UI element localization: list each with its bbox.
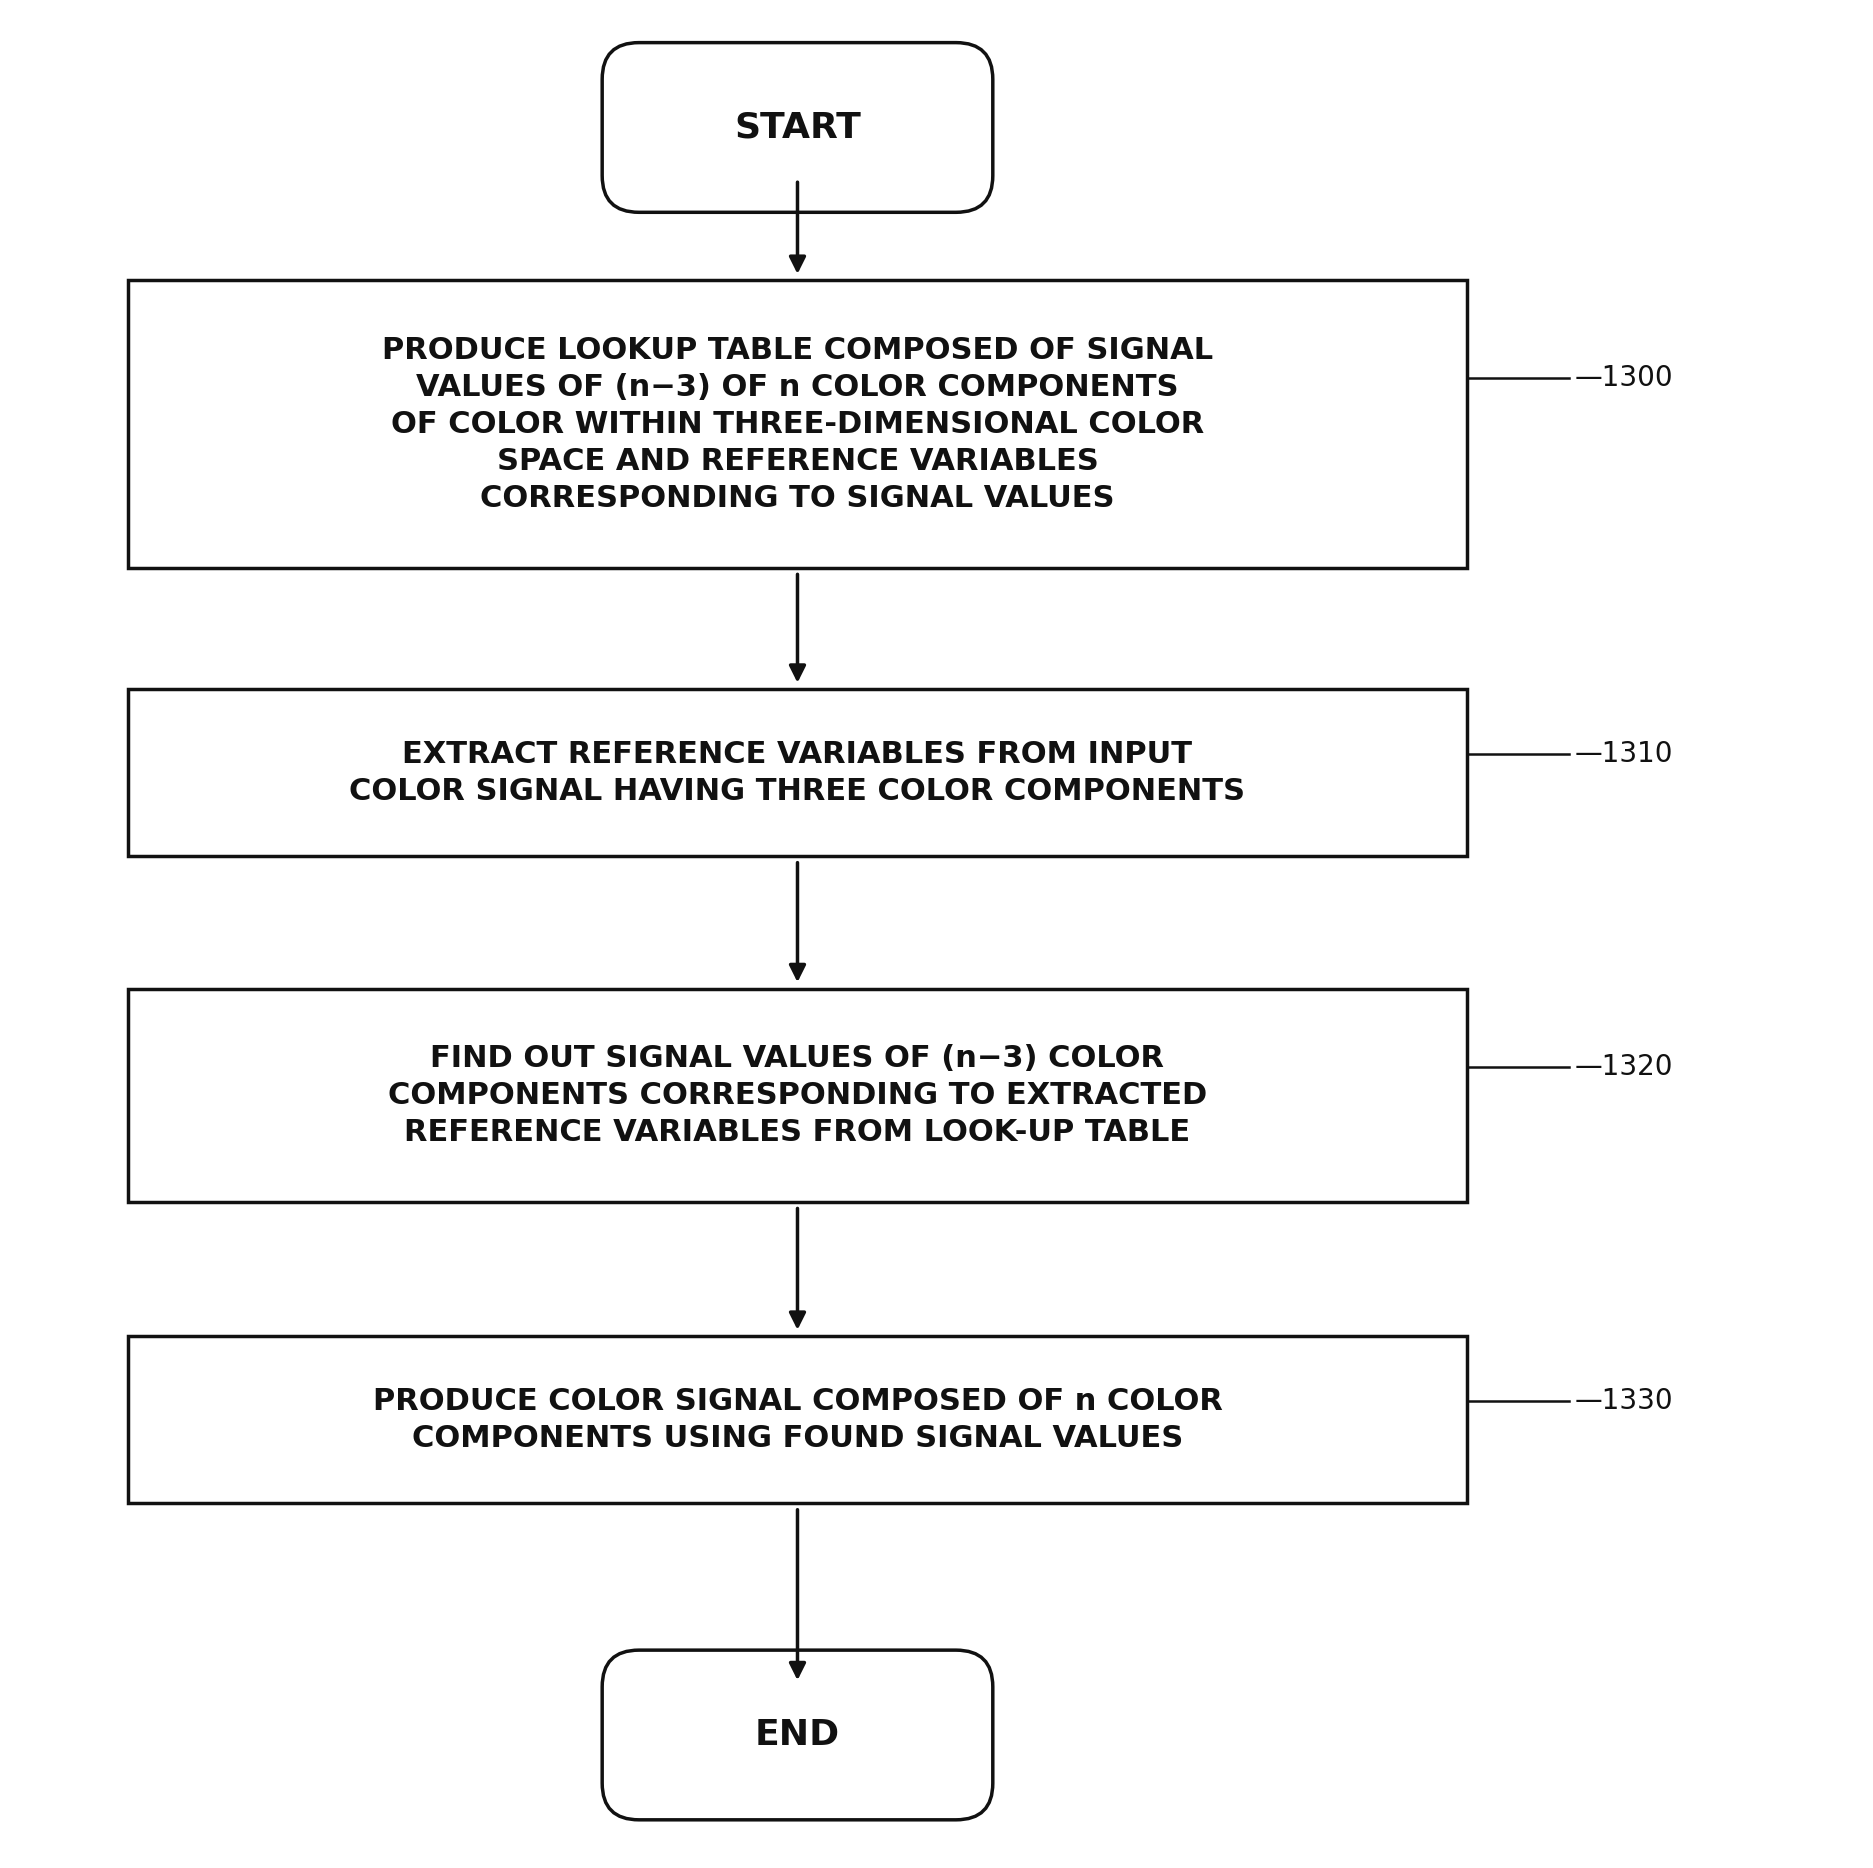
Text: —1320: —1320: [1573, 1054, 1673, 1082]
Text: PRODUCE LOOKUP TABLE COMPOSED OF SIGNAL
VALUES OF (n−3) OF n COLOR COMPONENTS
OF: PRODUCE LOOKUP TABLE COMPOSED OF SIGNAL …: [382, 336, 1212, 512]
Bar: [127, 280, 1467, 568]
Bar: [127, 988, 1467, 1201]
Text: FIND OUT SIGNAL VALUES OF (n−3) COLOR
COMPONENTS CORRESPONDING TO EXTRACTED
REFE: FIND OUT SIGNAL VALUES OF (n−3) COLOR CO…: [388, 1044, 1206, 1147]
Text: START: START: [734, 110, 860, 144]
FancyBboxPatch shape: [601, 1649, 993, 1819]
Text: END: END: [755, 1719, 839, 1752]
Text: —1330: —1330: [1573, 1388, 1673, 1416]
Text: —1310: —1310: [1573, 740, 1673, 768]
Text: PRODUCE COLOR SIGNAL COMPOSED OF n COLOR
COMPONENTS USING FOUND SIGNAL VALUES: PRODUCE COLOR SIGNAL COMPOSED OF n COLOR…: [373, 1386, 1221, 1453]
FancyBboxPatch shape: [601, 43, 993, 213]
Text: EXTRACT REFERENCE VARIABLES FROM INPUT
COLOR SIGNAL HAVING THREE COLOR COMPONENT: EXTRACT REFERENCE VARIABLES FROM INPUT C…: [348, 740, 1246, 805]
Bar: [127, 689, 1467, 856]
Text: —1300: —1300: [1573, 364, 1673, 392]
Bar: [127, 1336, 1467, 1504]
